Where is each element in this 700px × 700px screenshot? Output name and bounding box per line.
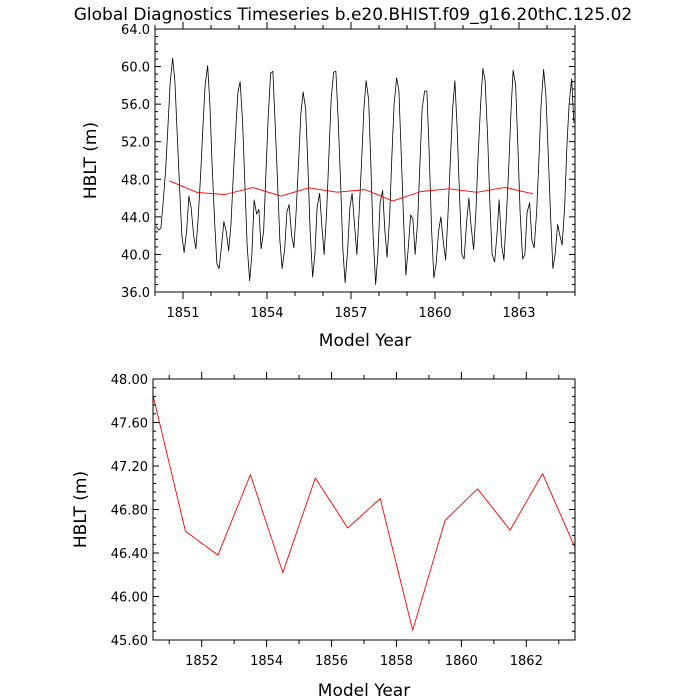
bottom-panel-series — [153, 395, 575, 631]
top-y-tick-label: 52.0 — [121, 136, 150, 151]
bottom-x-tick-label: 1862 — [510, 654, 543, 669]
bottom-panel: 45.60 46.00 46.40 46.80 47.20 47.60 48.00 1852 1… — [71, 372, 576, 700]
bottom-y-tick-label: 47.60 — [111, 417, 148, 432]
top-y-tick-label: 36.0 — [121, 286, 150, 301]
top-y-tick-label: 40.0 — [121, 248, 150, 263]
bottom-x-tick-label: 1854 — [250, 654, 283, 669]
bottom-panel-frame — [152, 378, 576, 641]
top-y-tick-label: 44.0 — [121, 211, 150, 226]
bottom-y-tick-label: 46.00 — [111, 591, 148, 606]
bottom-x-tick-label: 1856 — [315, 654, 348, 669]
top-y-tick-label: 60.0 — [121, 61, 150, 76]
bottom-panel-ticks: 45.60 46.00 46.40 46.80 47.20 47.60 48.00 1852 1… — [111, 372, 575, 669]
top-panel-ticks: 36.0 40.0 44.0 48.0 52.0 56.0 60.0 64.0 1851 1854… — [121, 22, 576, 321]
top-panel-series — [155, 57, 575, 285]
top-x-tick-label: 1860 — [418, 306, 451, 321]
bottom-panel-y-axis-label: HBLT (m) — [71, 471, 91, 548]
top-y-tick-label: 64.0 — [121, 23, 150, 38]
bottom-y-tick-label: 45.60 — [111, 634, 148, 649]
top-panel-x-axis-label: Model Year — [319, 331, 411, 351]
bottom-y-tick-label: 47.20 — [111, 460, 148, 475]
bottom-y-tick-label: 48.00 — [111, 373, 148, 388]
top-y-tick-label: 56.0 — [121, 98, 150, 113]
top-x-tick-label: 1863 — [502, 306, 535, 321]
bottom-x-tick-label: 1852 — [185, 654, 218, 669]
top-series-line-0 — [155, 57, 575, 285]
bottom-panel-x-axis-label: Model Year — [318, 681, 410, 700]
bottom-y-tick-label: 46.80 — [111, 504, 148, 519]
bottom-x-tick-label: 1858 — [380, 654, 413, 669]
top-x-tick-label: 1851 — [166, 306, 199, 321]
top-series-line-1 — [168, 180, 534, 202]
top-x-tick-label: 1857 — [334, 306, 367, 321]
top-panel-y-axis-label: HBLT (m) — [81, 122, 101, 199]
top-panel: 36.0 40.0 44.0 48.0 52.0 56.0 60.0 64.0 1851 1854… — [81, 22, 576, 351]
bottom-x-tick-label: 1860 — [445, 654, 478, 669]
bottom-series-line-0 — [153, 395, 575, 631]
bottom-y-tick-label: 46.40 — [111, 547, 148, 562]
top-panel-frame — [154, 28, 576, 293]
top-y-tick-label: 48.0 — [121, 173, 150, 188]
figure-title: Global Diagnostics Timeseries b.e20.BHIS… — [74, 5, 633, 25]
top-x-tick-label: 1854 — [250, 306, 283, 321]
